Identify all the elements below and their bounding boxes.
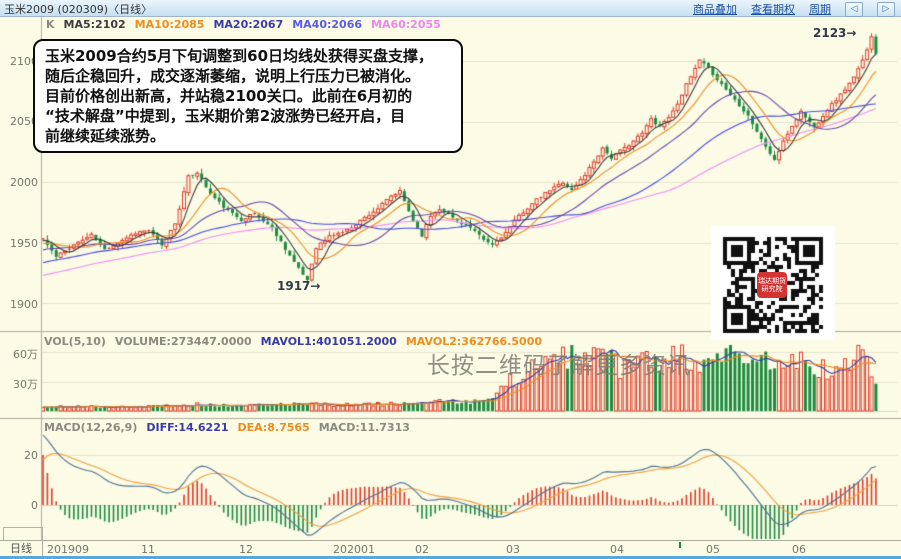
axis-tick-label: 04 [610,543,624,556]
legend-macd-value: MACD:11.7313 [318,421,410,434]
qr-logo-line1: 瑞达期货 [758,277,786,285]
annotation-line: “技术解盘”中提到，玉米期价第2波涨势已经开启，目 [45,107,406,125]
price-axis-label-1950: 1950 [10,237,38,250]
nav-prev-button[interactable]: ◁ [845,1,863,17]
bottom-scroll-strip[interactable] [0,556,901,559]
annotation-line: 目前价格创出新高，并站稳2100关口。此前在6月初的 [45,87,413,105]
corner-box [3,527,43,541]
legend-ma5: MA5:2102 [63,18,126,31]
menu-item-period[interactable]: 周期 [809,3,831,16]
legend-volume-value: VOLUME:273447.0000 [114,335,252,348]
legend-diff: DIFF:14.6221 [146,421,229,434]
menu-item-view-options[interactable]: 查看期权 [751,3,795,16]
titlebar: 玉米2009 (020309)〈日线〉 商品叠加 查看期权 周期 ◁ ▷ [0,0,901,17]
legend-k: K [46,18,55,31]
axis-tick-label: 03 [506,543,520,556]
current-date-tick [679,542,681,548]
nav-next-button[interactable]: ▷ [877,1,895,17]
macd-legend: MACD(12,26,9) DIFF:14.6221 DEA:8.7565 MA… [44,421,410,434]
volume-axis-label-60: 60万 [13,348,38,361]
legend-ma40: MA40:2066 [292,18,363,31]
qr-logo-line2: 研究院 [761,285,783,293]
annotation-box: 玉米2009合约5月下旬调整到60日均线处获得买盘支撑， 随后企稳回升，成交逐渐… [33,39,463,153]
watermark-text: 长按二维码了解更多资讯 [427,353,691,379]
annotation-line: 前继续延续涨势。 [45,127,166,145]
axis-tick-label: 201909 [47,543,89,556]
price-axis-label-2000: 2000 [10,176,38,189]
main-legend: K MA5:2102 MA10:2085 MA20:2067 MA40:2066… [46,18,441,31]
macd-axis-label-20: 20 [24,449,38,462]
legend-mavol1: MAVOL1:401051.2000 [260,335,397,348]
axis-tick-label: 02 [415,543,429,556]
axis-tick-label: 202001 [333,543,375,556]
annotation-line: 玉米2009合约5月下旬调整到60日均线处获得买盘支撑， [45,47,434,65]
period-tab[interactable]: 日线 [0,541,43,557]
legend-ma60: MA60:2055 [371,18,441,31]
legend-macd-params: MACD(12,26,9) [44,421,138,434]
legend-vol: VOL(5,10) [44,335,106,348]
axis-tick-label: 05 [706,543,720,556]
qr-logo: 瑞达期货 研究院 [757,272,787,298]
axis-tick-label: 12 [239,543,253,556]
annotation-line: 随后企稳回升，成交逐渐萎缩，说明上行压力已被消化。 [45,67,421,85]
legend-dea: DEA:8.7565 [237,421,310,434]
axis-tick-label: 06 [792,543,806,556]
axis-tick-label: 11 [141,543,155,556]
low-price-label: 1917→ [277,279,321,293]
volume-legend: VOL(5,10) VOLUME:273447.0000 MAVOL1:4010… [44,335,542,348]
price-axis-label-1900: 1900 [10,298,38,311]
legend-ma10: MA10:2085 [134,18,205,31]
macd-axis-label-0: 0 [31,499,38,512]
price-axis-label-2100: 2100 [10,55,38,68]
menu-item-overlay-commodity[interactable]: 商品叠加 [693,3,737,16]
legend-ma20: MA20:2067 [213,18,284,31]
titlebar-menu: 商品叠加 查看期权 周期 ◁ ▷ [693,1,895,17]
price-axis-label-2050: 2050 [10,115,38,128]
high-price-label: 2123→ [813,26,857,40]
legend-mavol2: MAVOL2:362766.5000 [405,335,543,348]
window-title: 玉米2009 (020309)〈日线〉 [4,3,153,16]
volume-axis-label-30: 30万 [13,378,38,391]
x-axis-bar: 日线 201909 11 12 202001 02 03 04 05 06 [0,540,901,557]
